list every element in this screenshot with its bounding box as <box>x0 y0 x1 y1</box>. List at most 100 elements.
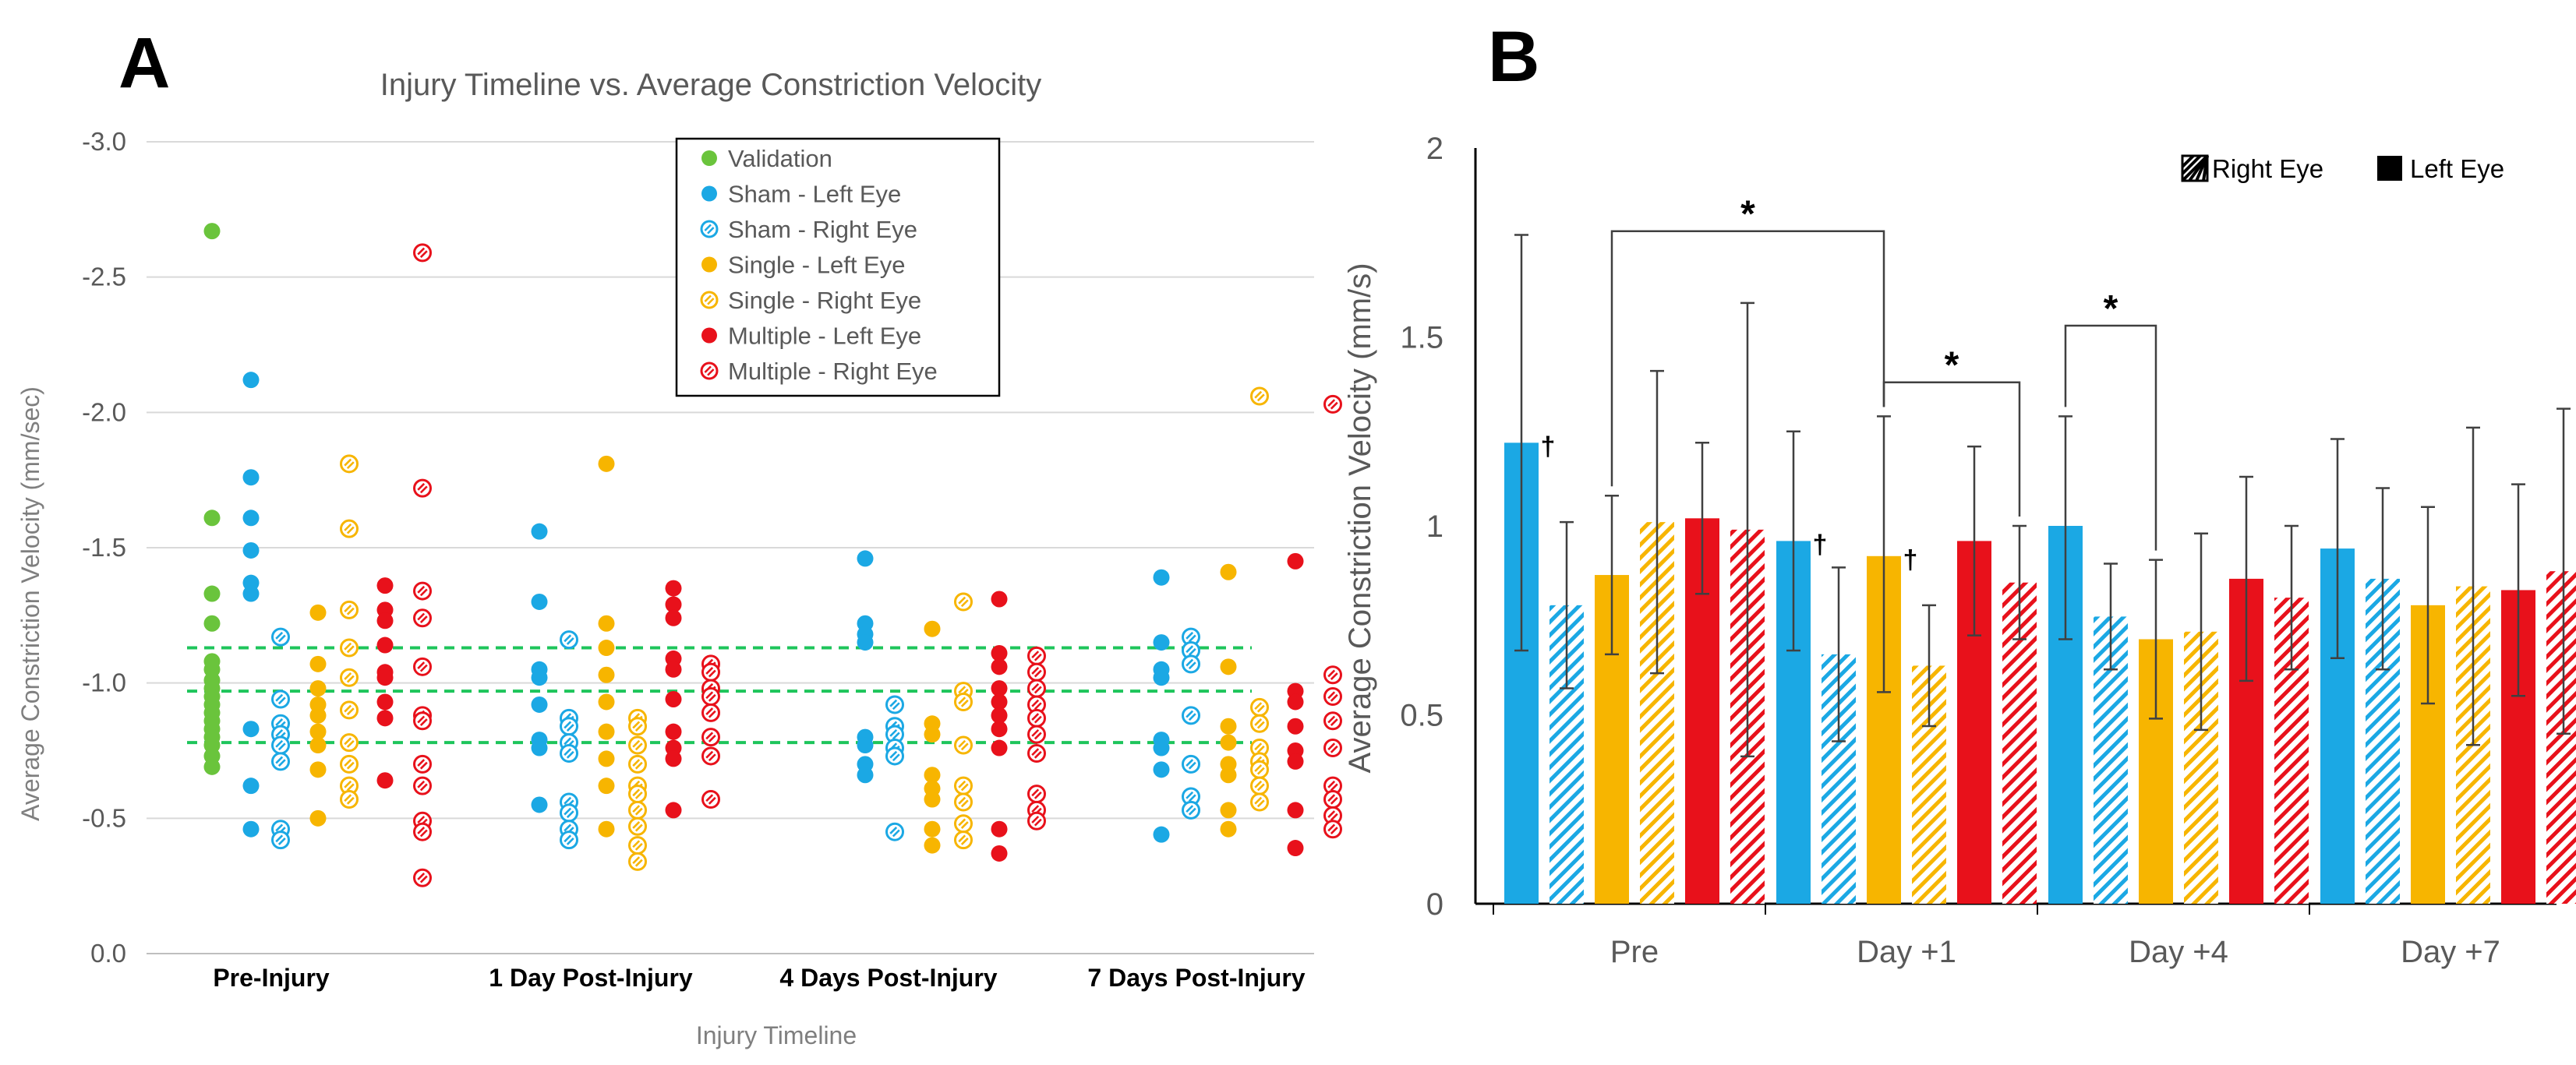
point-hatch-line <box>1186 645 1194 654</box>
chart-a-point <box>991 721 1008 738</box>
point-ring <box>954 776 973 795</box>
point-hatch-line <box>417 247 426 256</box>
chart-a-legend-label: Single - Right Eye <box>728 287 921 314</box>
chart-a-point <box>309 761 327 778</box>
chart-a-legend: Validation Sham - Left Eye Sham - Right Ey… <box>675 137 1001 397</box>
point-ring <box>560 743 578 763</box>
chart-a-point <box>531 796 548 813</box>
point-hatch-line <box>1031 748 1040 756</box>
point-hatch-line <box>632 840 641 848</box>
point-hatch-line <box>344 759 352 767</box>
chart-a-point <box>1250 760 1269 779</box>
chart-a-gridlines <box>147 141 1314 954</box>
point-hatch-line <box>566 838 574 845</box>
point-ring <box>701 790 720 809</box>
point-ring <box>413 657 432 676</box>
chart-b-y-tick-label: 2 <box>1426 132 1443 166</box>
chart-a-point <box>242 721 260 738</box>
point-hatch-line <box>564 823 572 832</box>
chart-a-point <box>1220 658 1237 675</box>
point-hatch-line <box>892 829 900 838</box>
chart-a-point <box>309 707 327 724</box>
chart-a-point <box>340 519 359 538</box>
chart-a-point <box>628 717 647 736</box>
point-hatch-line <box>1186 658 1194 667</box>
point-hatch-line <box>346 607 355 615</box>
point-hatch-line <box>1256 745 1265 753</box>
chart-b-y-tick-label: 0 <box>1426 887 1443 922</box>
point-hatch-line <box>419 875 428 883</box>
point-hatch-line <box>958 696 966 705</box>
point-ring <box>1323 711 1342 731</box>
point-hatch-line <box>346 761 355 770</box>
chart-b-error-bar <box>1922 604 1936 728</box>
chart-a-point <box>885 822 904 841</box>
point-ring <box>1027 725 1046 744</box>
chart-b-category-label: Day +4 <box>2129 935 2228 969</box>
point-ring <box>1182 754 1200 774</box>
point-hatch-line <box>1330 693 1338 702</box>
chart-a-point <box>340 754 359 774</box>
point-ring <box>1027 662 1046 682</box>
chart-a-point <box>242 541 260 559</box>
point-hatch-line <box>1256 783 1265 792</box>
point-ring <box>340 600 359 619</box>
chart-a-point <box>203 510 221 527</box>
legend-swatch-hatch <box>2202 155 2209 182</box>
point-hatch-line <box>892 753 900 762</box>
chart-a-point <box>242 372 260 389</box>
point-hatch-line <box>634 823 643 832</box>
point-hatch-line <box>1031 713 1040 721</box>
point-hatch-line <box>417 715 426 724</box>
point-hatch-line <box>705 667 714 675</box>
chart-a-point <box>1287 802 1304 819</box>
chart-a-point <box>1182 706 1200 725</box>
chart-a-point <box>340 790 359 809</box>
chart-a-point <box>560 743 578 763</box>
chart-a-point <box>340 733 359 753</box>
chart-a-point <box>954 692 973 711</box>
chart-b-error-bar <box>2149 559 2163 720</box>
point-hatch-line <box>344 523 352 531</box>
point-hatch-line <box>1327 742 1336 751</box>
point-hatch-line <box>634 742 643 751</box>
chart-a-point <box>560 803 578 823</box>
point-hatch-line <box>346 707 355 716</box>
chart-a-y-tick-label: -1.0 <box>82 668 126 697</box>
chart-a-point <box>531 523 548 540</box>
chart-a-point <box>701 728 720 747</box>
point-hatch-line <box>960 783 969 792</box>
chart-a-point <box>376 772 394 789</box>
chart-a-point <box>560 830 578 850</box>
chart-a-point <box>701 790 720 809</box>
chart-a-point <box>1220 767 1237 784</box>
chart-a-point <box>1287 753 1304 770</box>
chart-a-point <box>242 469 260 486</box>
chart-a-point <box>1027 725 1046 744</box>
point-hatch-line <box>634 807 643 816</box>
chart-a-point <box>413 478 432 498</box>
chart-a-point <box>991 591 1008 608</box>
chart-b-error-bar <box>1740 302 1754 758</box>
panel-a-scatter-chart: A Injury Timeline vs. Average Constricti… <box>16 23 1342 1049</box>
point-hatch-line <box>632 739 641 748</box>
chart-b-x-ticks: Pre Day +1 Day +4 Day +7 <box>1493 904 2500 969</box>
point-hatch-line <box>1256 393 1265 402</box>
chart-a-point <box>376 710 394 727</box>
chart-b-dagger-annotation: † <box>1541 432 1556 461</box>
chart-a-legend-label: Validation <box>728 145 832 172</box>
point-hatch-line <box>344 780 352 788</box>
chart-a-point <box>1250 697 1269 717</box>
point-hatch-line <box>346 526 355 534</box>
chart-a-point <box>628 785 647 804</box>
point-hatch-line <box>960 742 969 751</box>
chart-a-point <box>885 746 904 766</box>
point-ring <box>340 638 359 658</box>
chart-a-legend-label: Multiple - Right Eye <box>728 358 938 385</box>
point-hatch-line <box>1188 661 1196 670</box>
point-hatch-line <box>275 756 284 764</box>
point-hatch-line <box>419 829 428 838</box>
point-ring <box>628 816 647 836</box>
point-hatch-line <box>1330 718 1338 727</box>
